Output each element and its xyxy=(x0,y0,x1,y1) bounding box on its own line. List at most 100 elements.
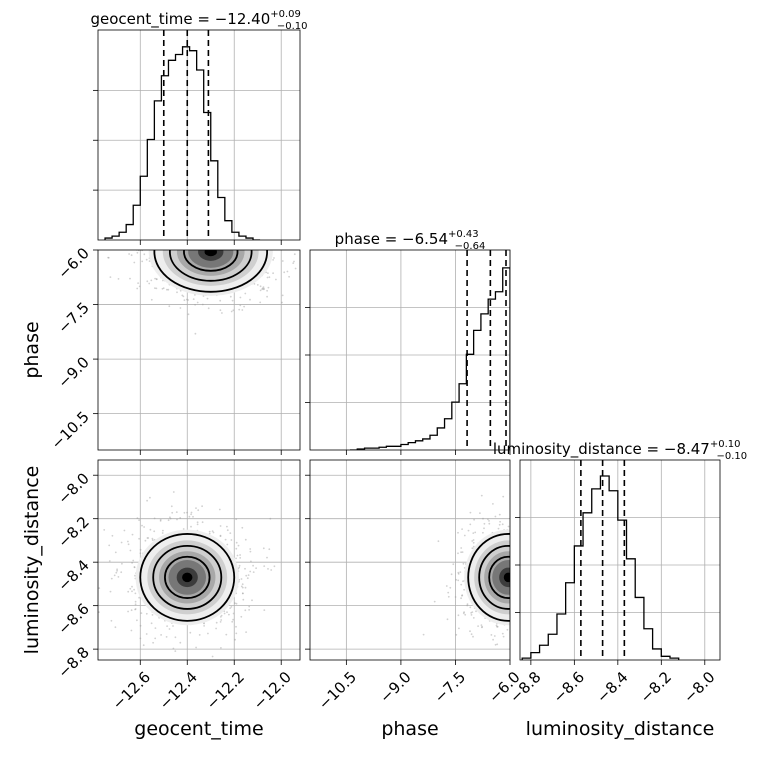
sample-point xyxy=(174,243,176,245)
x-axis-label-phase: phase xyxy=(381,718,438,740)
x-tick-label: −8.0 xyxy=(680,668,718,706)
sample-point xyxy=(177,246,179,248)
sample-point xyxy=(220,236,222,238)
sample-point xyxy=(189,221,191,223)
sample-point xyxy=(278,235,280,237)
x-tick-label: −12.0 xyxy=(250,668,295,713)
sample-point xyxy=(522,553,524,555)
sample-point xyxy=(228,229,230,231)
sample-point xyxy=(204,236,206,238)
x-axis-label-luminosity-distance: luminosity_distance xyxy=(526,718,715,740)
sample-point xyxy=(143,214,145,216)
sample-point xyxy=(467,529,470,532)
sample-point xyxy=(271,234,273,236)
sample-point xyxy=(201,214,203,216)
sample-point xyxy=(511,577,513,579)
sample-point xyxy=(492,638,494,641)
sample-point xyxy=(137,282,140,284)
sample-point xyxy=(211,655,214,658)
sample-point xyxy=(257,226,259,228)
sample-point xyxy=(175,511,178,513)
sample-point xyxy=(177,221,179,223)
sample-point xyxy=(262,286,265,289)
sample-point xyxy=(224,538,227,541)
sample-point xyxy=(155,278,158,281)
sample-point xyxy=(166,218,168,220)
sample-point xyxy=(480,624,483,626)
sample-point xyxy=(534,592,536,594)
sample-point xyxy=(514,587,516,589)
sample-point xyxy=(221,226,223,228)
sample-point xyxy=(117,228,119,230)
sample-point xyxy=(161,226,163,228)
sample-point xyxy=(560,588,562,590)
sample-point xyxy=(469,523,472,526)
sample-point xyxy=(222,237,224,239)
sample-point xyxy=(220,614,223,617)
sample-point xyxy=(538,595,540,597)
sample-point xyxy=(290,227,292,229)
sample-point xyxy=(187,299,190,301)
sample-point xyxy=(521,576,523,578)
sample-point xyxy=(242,245,244,247)
sample-point xyxy=(542,552,544,554)
sample-point xyxy=(526,556,528,558)
sample-point xyxy=(247,234,249,236)
sample-point xyxy=(185,246,187,248)
sample-point xyxy=(189,234,191,236)
sample-point xyxy=(511,582,513,584)
sample-point xyxy=(475,610,477,613)
sample-point xyxy=(244,567,246,570)
sample-point xyxy=(513,550,515,552)
sample-point xyxy=(520,568,522,570)
sample-point xyxy=(243,245,245,247)
sample-point xyxy=(261,232,263,234)
sample-point xyxy=(155,287,158,290)
sample-point xyxy=(235,247,237,249)
sample-point xyxy=(246,577,249,580)
sample-point xyxy=(537,602,539,604)
sample-point xyxy=(248,244,250,246)
sample-point xyxy=(525,541,527,543)
sample-point xyxy=(153,244,155,246)
sample-point xyxy=(193,246,195,248)
x-tick-label: −7.5 xyxy=(431,668,469,706)
sample-point xyxy=(533,587,535,589)
sample-point xyxy=(134,236,136,238)
sample-point xyxy=(511,508,513,510)
sample-point xyxy=(511,554,513,556)
sample-point xyxy=(151,537,154,540)
sample-point xyxy=(134,608,137,610)
sample-point xyxy=(540,541,542,543)
sample-point xyxy=(235,200,237,202)
sample-point xyxy=(520,548,522,550)
sample-point xyxy=(257,240,259,242)
sample-point xyxy=(512,571,514,573)
sample-point xyxy=(128,253,131,255)
contour-line xyxy=(153,250,268,293)
sample-point xyxy=(230,606,233,608)
sample-point xyxy=(539,543,541,545)
x-tick-label: −12.6 xyxy=(109,668,154,713)
sample-point xyxy=(546,588,548,590)
sample-point xyxy=(196,243,198,245)
sample-point xyxy=(534,627,536,629)
sample-point xyxy=(196,301,199,304)
sample-point xyxy=(514,601,516,603)
sample-point xyxy=(536,600,538,602)
sample-point xyxy=(249,227,251,229)
sample-point xyxy=(533,579,535,581)
sample-point xyxy=(147,537,150,539)
sample-point xyxy=(523,607,525,609)
sample-point xyxy=(201,245,203,247)
sample-point xyxy=(238,308,241,311)
sample-point xyxy=(487,518,489,521)
sample-point xyxy=(224,234,226,236)
sample-point xyxy=(139,637,142,640)
sample-point xyxy=(250,207,252,209)
sample-point xyxy=(249,550,252,553)
sample-point xyxy=(457,573,460,575)
sample-point xyxy=(224,241,226,243)
sample-point xyxy=(229,607,232,609)
title-lower-error: −0.64 xyxy=(455,241,486,252)
